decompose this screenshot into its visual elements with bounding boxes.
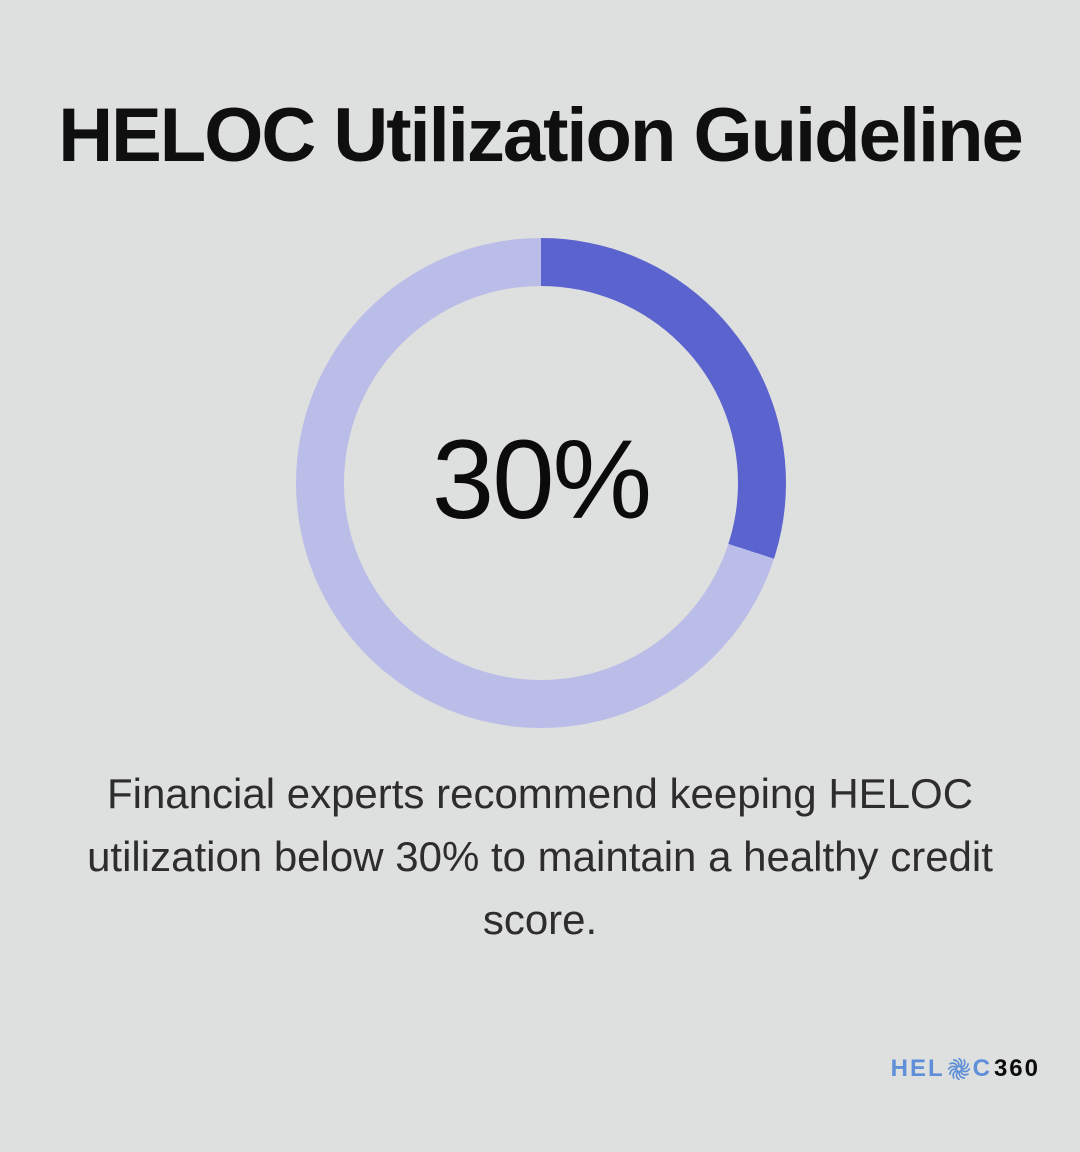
donut-center-value: 30% — [431, 416, 652, 542]
swirl-o-icon — [947, 1057, 970, 1081]
logo-text-hel: HEL — [890, 1055, 945, 1082]
logo-text-c: C — [972, 1055, 992, 1082]
description-text: Financial experts recommend keeping HELO… — [87, 770, 993, 943]
heloc360-logo: HEL C 360 — [891, 1056, 1040, 1082]
utilization-donut-chart: 30% — [296, 238, 786, 728]
logo-text-360: 360 — [993, 1055, 1040, 1082]
donut-hole: 30% — [344, 286, 738, 680]
page-title: HELOC Utilization Guideline — [58, 93, 1024, 178]
